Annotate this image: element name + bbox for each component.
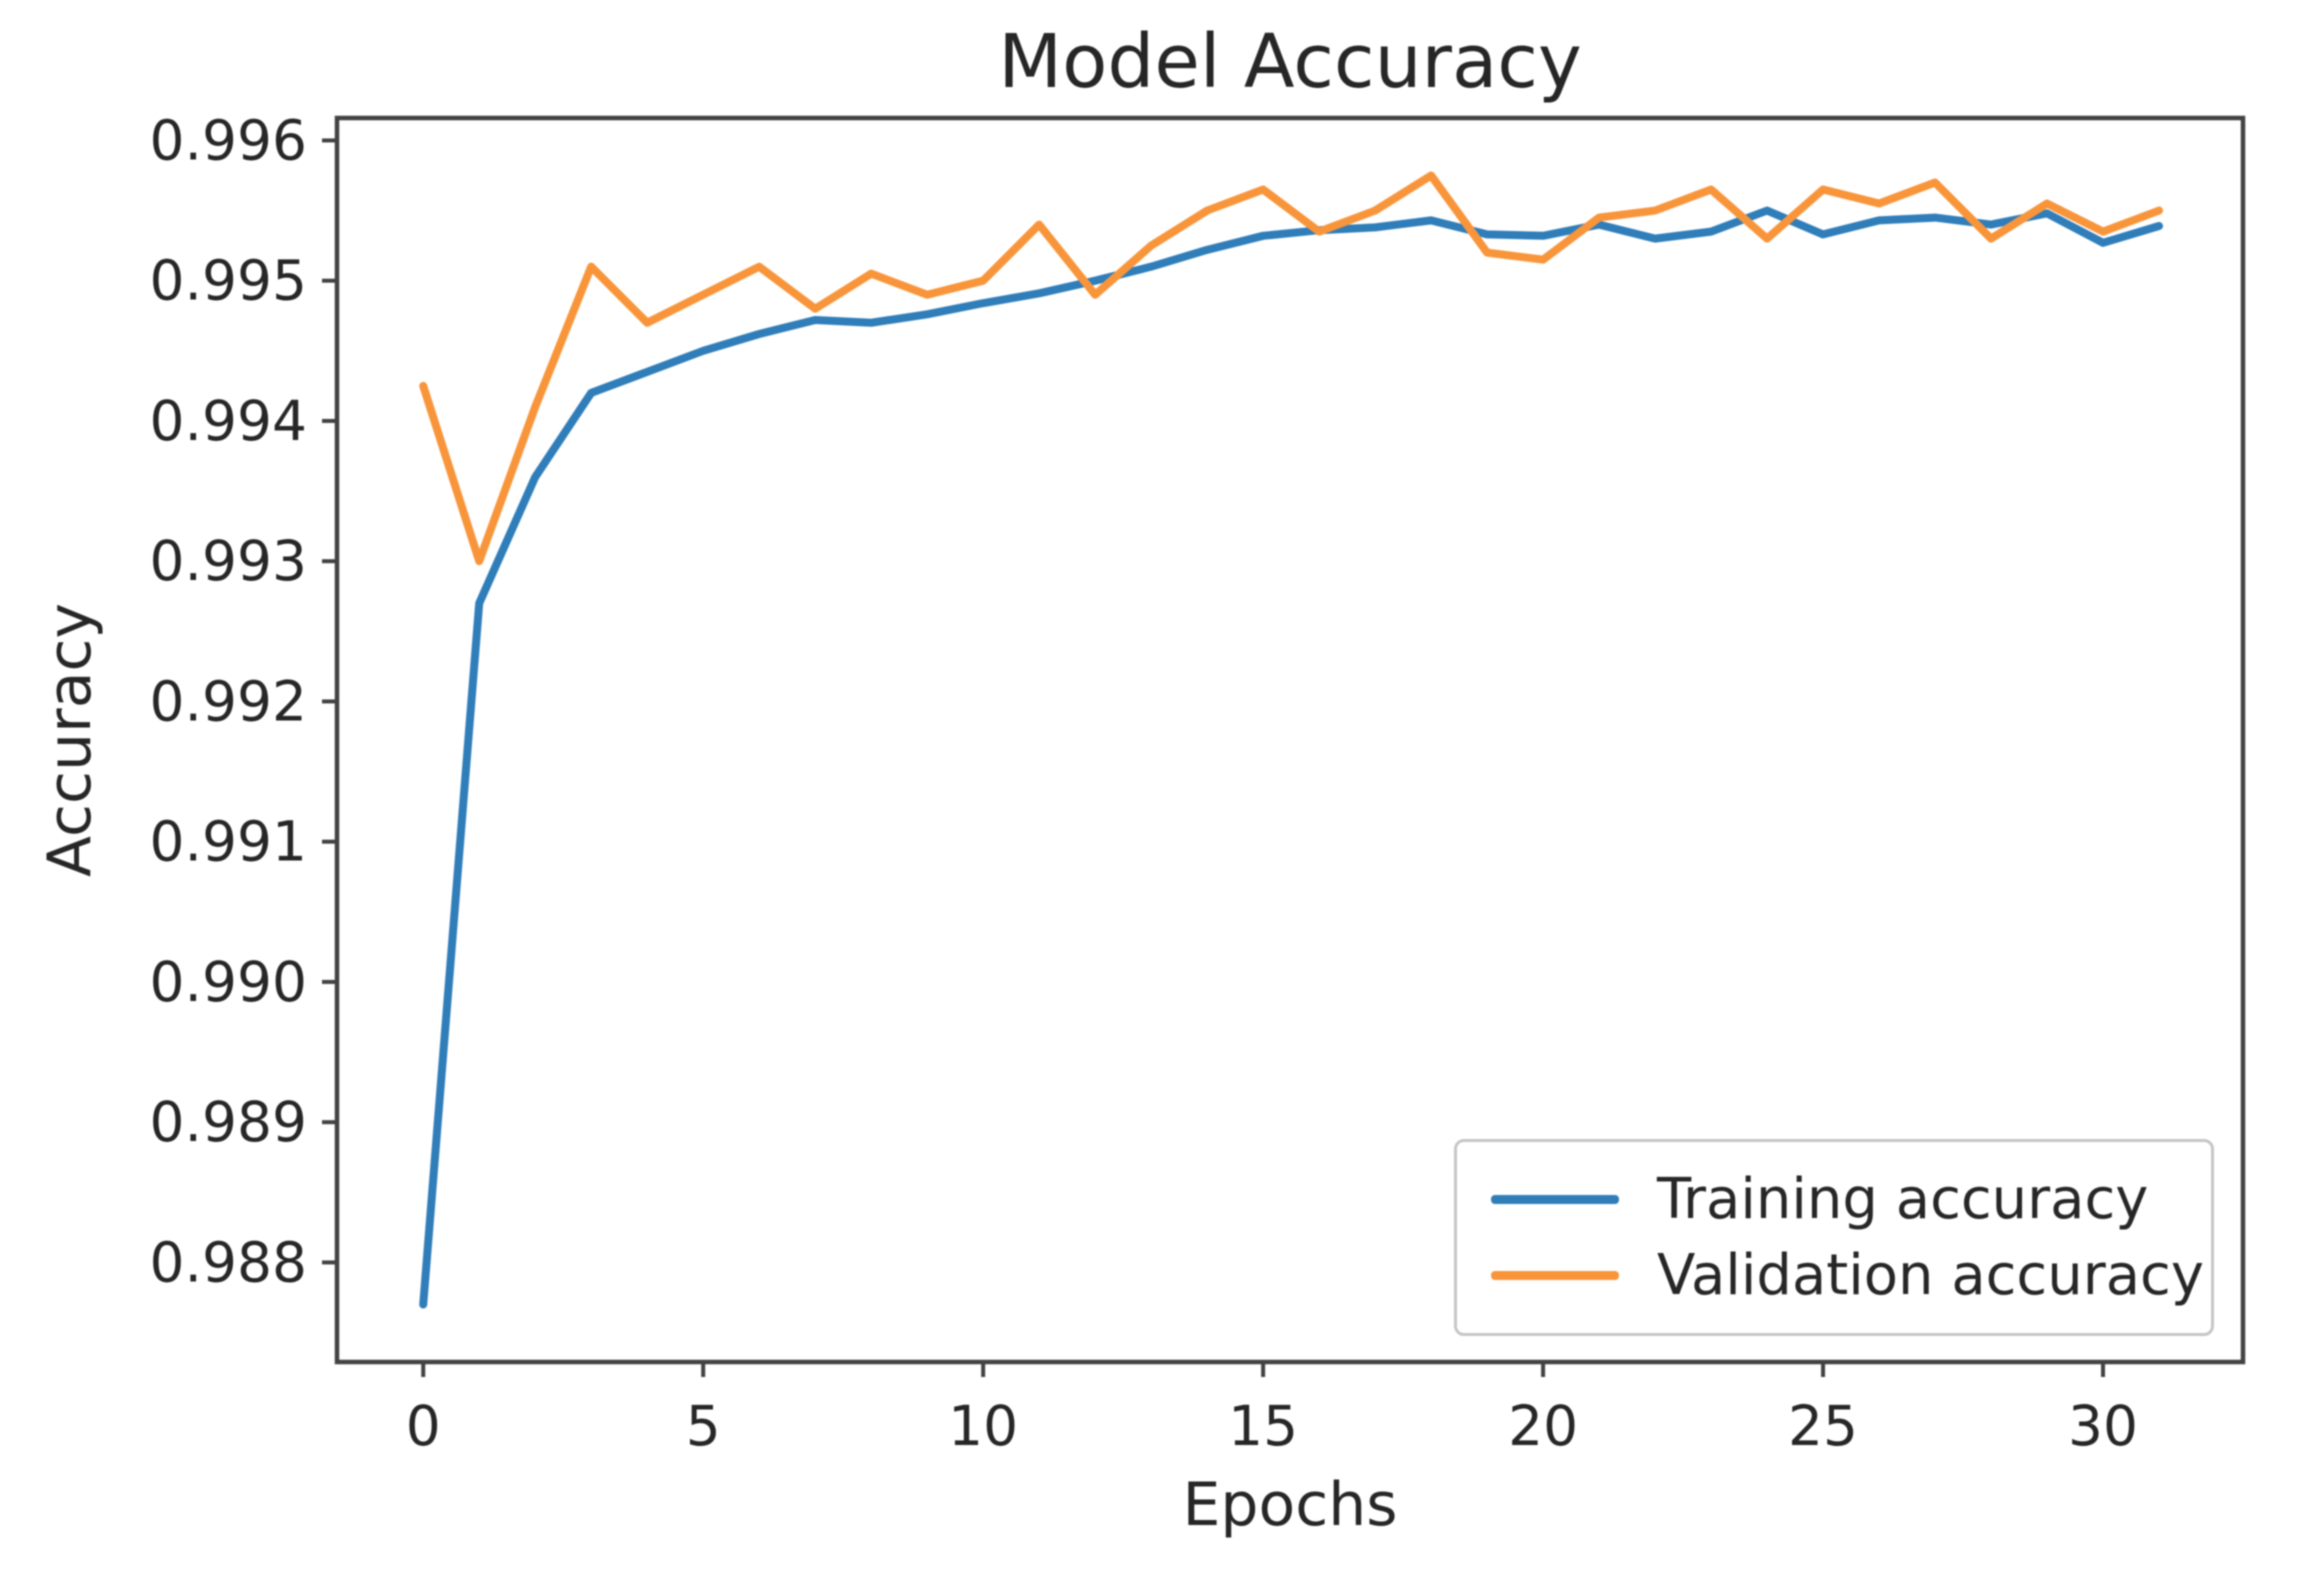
x-tick-label: 25 — [1788, 1394, 1858, 1458]
x-tick-label: 5 — [686, 1394, 721, 1458]
legend: Training accuracy Validation accuracy — [1454, 1139, 2214, 1336]
y-tick-label: 0.993 — [150, 529, 307, 593]
y-tick-label: 0.994 — [150, 389, 307, 453]
validation-accuracy-line — [419, 171, 2164, 566]
y-tick-label: 0.995 — [150, 249, 307, 313]
x-tick-label: 0 — [406, 1394, 441, 1458]
legend-label-training: Training accuracy — [1657, 1166, 2149, 1232]
y-tick-label: 0.988 — [150, 1230, 307, 1294]
y-tick-label: 0.990 — [150, 950, 307, 1014]
training-accuracy-line — [419, 206, 2164, 1309]
chart-title: Model Accuracy — [998, 19, 1582, 105]
axes-spines — [334, 115, 2246, 1365]
x-tick-label: 20 — [1508, 1394, 1578, 1458]
y-tick-label: 0.989 — [150, 1090, 307, 1154]
training-line-sample-icon — [1491, 1195, 1619, 1204]
legend-item-training: Training accuracy — [1491, 1169, 2211, 1231]
y-axis-label: Accuracy — [35, 603, 105, 877]
y-tick-label: 0.996 — [150, 108, 307, 172]
x-axis-label: Epochs — [1182, 1470, 1398, 1540]
y-tick-label: 0.991 — [150, 810, 307, 874]
legend-label-validation: Validation accuracy — [1657, 1242, 2204, 1308]
x-tick-label: 10 — [948, 1394, 1018, 1458]
y-tick-label: 0.992 — [150, 669, 307, 733]
x-tick-label: 30 — [2068, 1394, 2138, 1458]
legend-item-validation: Validation accuracy — [1491, 1245, 2211, 1307]
validation-line-sample-icon — [1491, 1271, 1619, 1280]
x-tick-label: 15 — [1228, 1394, 1298, 1458]
